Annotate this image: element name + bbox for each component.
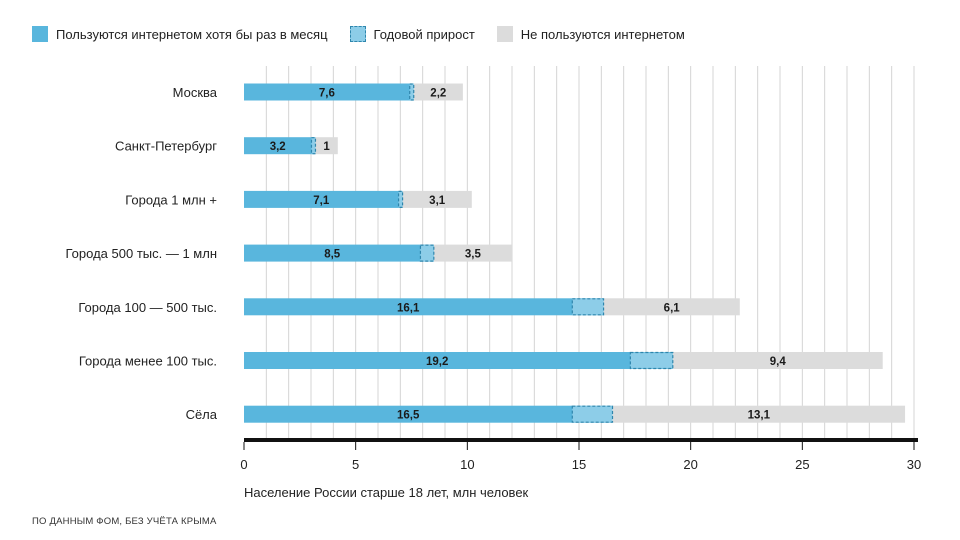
bar-internet-users — [244, 83, 414, 101]
data-label-internet-users: 19,2 — [426, 356, 448, 368]
category-label: Санкт-Петербург — [115, 139, 217, 154]
legend-swatch-non-users — [496, 26, 513, 42]
data-label-non-users: 1 — [323, 141, 330, 153]
x-axis-line — [244, 438, 918, 442]
x-tick-label: 25 — [795, 457, 809, 472]
category-label: Города 500 тыс. — 1 млн — [66, 246, 217, 261]
bar-non-users — [612, 405, 906, 423]
category-label: Москва — [173, 85, 218, 100]
legend-swatch-internet-users — [32, 26, 48, 42]
legend-item-annual-growth: Годовой прирост — [349, 26, 475, 42]
data-label-non-users: 2,2 — [430, 88, 446, 100]
x-tick-label: 20 — [683, 457, 697, 472]
x-tick-label: 0 — [240, 457, 247, 472]
data-label-non-users: 9,4 — [770, 356, 787, 368]
bar-annual-growth — [571, 298, 605, 316]
legend-swatch-annual-growth — [349, 26, 366, 42]
bar-non-users — [433, 244, 512, 262]
category-label: Города 100 — 500 тыс. — [78, 300, 217, 315]
legend-label-annual-growth: Годовой прирост — [373, 26, 475, 42]
legend-item-non-users: Не пользуются интернетом — [496, 26, 685, 42]
bar-annual-growth — [571, 405, 614, 423]
chart-legend: Пользуются интернетом хотя бы раз в меся… — [32, 24, 707, 44]
data-label-internet-users: 7,6 — [319, 88, 335, 100]
data-label-internet-users: 16,1 — [397, 302, 420, 314]
bar-annual-growth — [629, 351, 674, 370]
x-tick-label: 30 — [907, 457, 921, 472]
data-label-non-users: 13,1 — [748, 410, 771, 422]
bar-internet-users — [244, 137, 316, 155]
bar-annual-growth — [310, 137, 317, 155]
data-label-internet-users: 3,2 — [270, 141, 286, 153]
bar-internet-users — [244, 190, 403, 208]
bar-internet-users — [244, 298, 604, 316]
bar-annual-growth — [409, 83, 415, 101]
data-label-non-users: 3,1 — [429, 195, 446, 207]
bar-non-users — [315, 137, 338, 155]
x-tick-label: 10 — [460, 457, 474, 472]
legend-label-internet-users: Пользуются интернетом хотя бы раз в меся… — [56, 26, 328, 42]
bar-non-users — [603, 298, 740, 316]
bar-annual-growth — [419, 244, 435, 262]
data-label-non-users: 3,5 — [465, 249, 482, 261]
data-label-non-users: 6,1 — [664, 302, 681, 314]
bar-non-users — [402, 190, 472, 208]
legend-label-non-users: Не пользуются интернетом — [520, 26, 685, 42]
x-tick-label: 5 — [352, 457, 359, 472]
data-label-internet-users: 7,1 — [313, 195, 330, 207]
data-label-internet-users: 8,5 — [324, 249, 341, 261]
bar-non-users — [413, 83, 463, 101]
category-label: Города менее 100 тыс. — [79, 354, 217, 369]
bar-internet-users — [244, 352, 673, 369]
x-axis-title: Население России старше 18 лет, млн чело… — [244, 485, 529, 500]
bar-annual-growth — [397, 190, 404, 208]
bar-internet-users — [244, 405, 613, 423]
category-label: Города 1 млн + — [125, 192, 217, 207]
bar-internet-users — [244, 244, 434, 262]
category-label: Сёла — [186, 407, 218, 422]
legend-item-internet-users: Пользуются интернетом хотя бы раз в меся… — [32, 26, 328, 42]
x-tick-label: 15 — [572, 457, 586, 472]
bar-non-users — [672, 352, 883, 369]
source-footnote: ПО ДАННЫМ ФОМ, БЕЗ УЧЁТА КРЫМА — [32, 516, 217, 527]
data-label-internet-users: 16,5 — [397, 410, 420, 422]
